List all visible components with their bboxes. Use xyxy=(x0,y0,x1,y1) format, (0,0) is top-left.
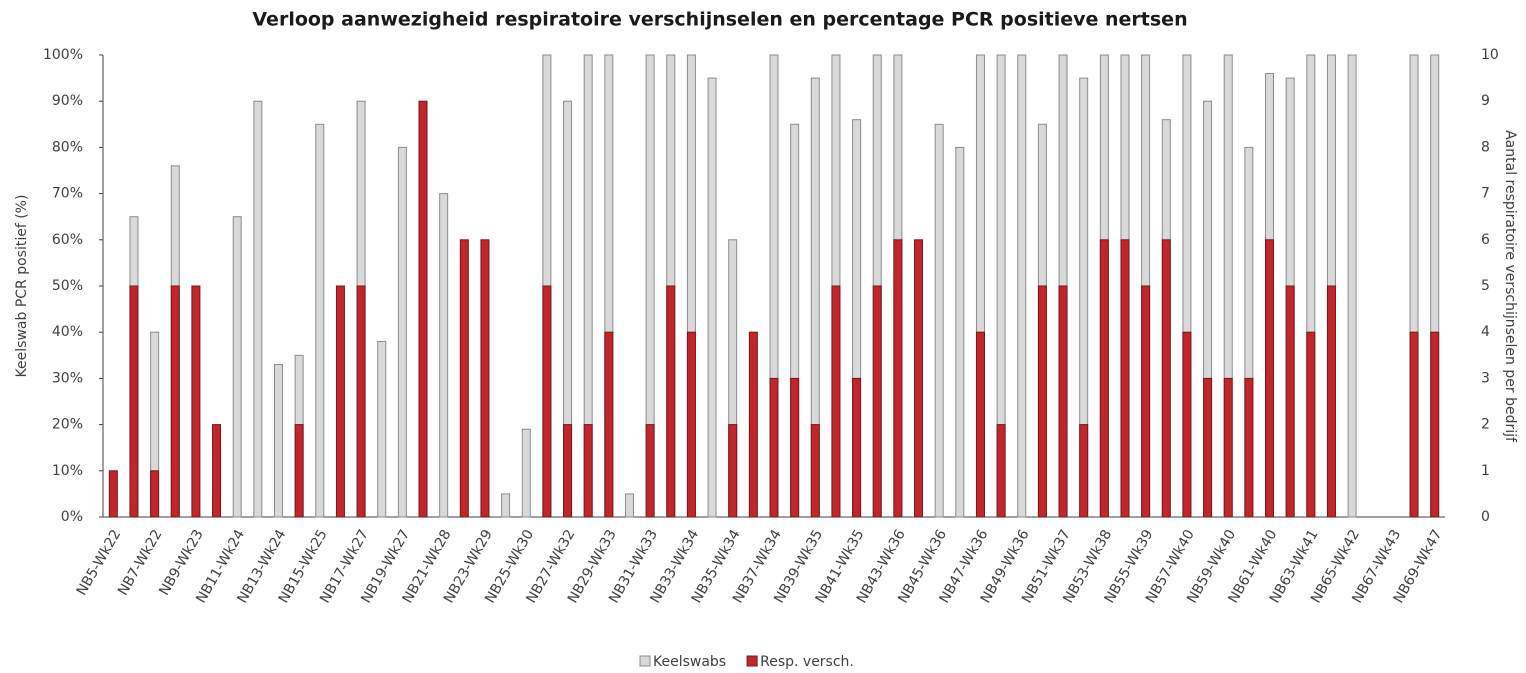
legend-swatch xyxy=(746,655,758,667)
bar xyxy=(810,424,820,518)
bar xyxy=(1099,239,1109,518)
bar xyxy=(563,424,573,518)
bar xyxy=(418,100,428,518)
y-tick-label: 60% xyxy=(52,232,83,248)
y2-tick-label: 5 xyxy=(1481,278,1490,294)
bar xyxy=(748,331,758,518)
bar xyxy=(397,146,407,518)
y2-tick-label: 9 xyxy=(1481,93,1490,109)
bar xyxy=(232,216,242,518)
bar xyxy=(645,424,655,518)
y2-tick-label: 1 xyxy=(1481,463,1490,479)
bar xyxy=(1223,377,1233,518)
y2-axis-title: Aantal respiratoire verschijnselen per b… xyxy=(1502,130,1518,443)
y2-tick-label: 4 xyxy=(1481,324,1490,340)
bar xyxy=(1306,331,1316,518)
bar xyxy=(377,340,387,518)
bar xyxy=(1347,54,1357,518)
y-tick-label: 100% xyxy=(43,47,83,63)
bar xyxy=(521,428,531,518)
legend-label: Resp. versch. xyxy=(760,654,854,670)
bar xyxy=(150,470,160,518)
bar xyxy=(1079,424,1089,518)
legend-label: Keelswabs xyxy=(653,654,726,670)
y-tick-label: 30% xyxy=(52,370,83,386)
bar xyxy=(728,424,738,518)
y-tick-label: 20% xyxy=(52,417,83,433)
bar xyxy=(170,285,180,518)
bar xyxy=(273,364,283,518)
bar xyxy=(831,285,841,518)
bar xyxy=(955,146,965,518)
bar xyxy=(707,77,717,518)
y-tick-label: 90% xyxy=(52,93,83,109)
bar xyxy=(129,285,139,518)
bar xyxy=(1017,54,1027,518)
y2-tick-label: 2 xyxy=(1481,417,1490,433)
bar xyxy=(934,123,944,518)
bar xyxy=(604,331,614,518)
y-tick-label: 40% xyxy=(52,324,83,340)
legend-swatch xyxy=(639,655,651,667)
y2-tick-label: 0 xyxy=(1481,509,1490,525)
bar xyxy=(1058,285,1068,518)
bar xyxy=(191,285,201,518)
y2-tick-label: 3 xyxy=(1481,370,1490,386)
y2-tick-label: 7 xyxy=(1481,186,1490,202)
bar xyxy=(1141,285,1151,518)
bar xyxy=(769,377,779,518)
bar xyxy=(439,193,449,518)
bar xyxy=(1203,377,1213,518)
y-tick-label: 80% xyxy=(52,139,83,155)
bar xyxy=(335,285,345,518)
bar xyxy=(459,239,469,518)
bar xyxy=(480,239,490,518)
bar xyxy=(1265,239,1275,518)
bar xyxy=(1161,239,1171,518)
y2-tick-label: 8 xyxy=(1481,139,1490,155)
bar xyxy=(583,424,593,518)
bar xyxy=(790,377,800,518)
bar xyxy=(686,331,696,518)
bar xyxy=(893,239,903,518)
bar xyxy=(1409,331,1419,518)
bar xyxy=(996,424,1006,518)
bar xyxy=(315,123,325,518)
y-axis-title: Keelswab PCR positief (%) xyxy=(14,195,30,378)
bar xyxy=(1120,239,1130,518)
y2-tick-label: 6 xyxy=(1481,232,1490,248)
bar xyxy=(542,285,552,518)
bar xyxy=(501,493,511,518)
y-tick-label: 0% xyxy=(61,509,83,525)
bar xyxy=(872,285,882,518)
bar xyxy=(1285,285,1295,518)
bar xyxy=(1326,285,1336,518)
bar xyxy=(852,377,862,518)
bar xyxy=(1037,285,1047,518)
bar xyxy=(975,331,985,518)
bar xyxy=(1430,331,1440,518)
y2-tick-label: 10 xyxy=(1481,47,1499,63)
bar xyxy=(356,285,366,518)
y-tick-label: 50% xyxy=(52,278,83,294)
bar xyxy=(294,424,304,518)
bar xyxy=(253,100,263,518)
y-tick-label: 70% xyxy=(52,186,83,202)
bar xyxy=(666,285,676,518)
bar xyxy=(624,493,634,518)
chart-title: Verloop aanwezigheid respiratoire versch… xyxy=(252,9,1187,31)
bar xyxy=(212,424,222,518)
bar xyxy=(108,470,118,518)
bar xyxy=(1244,377,1254,518)
bar xyxy=(1182,331,1192,518)
bar xyxy=(914,239,924,518)
y-tick-label: 10% xyxy=(52,463,83,479)
